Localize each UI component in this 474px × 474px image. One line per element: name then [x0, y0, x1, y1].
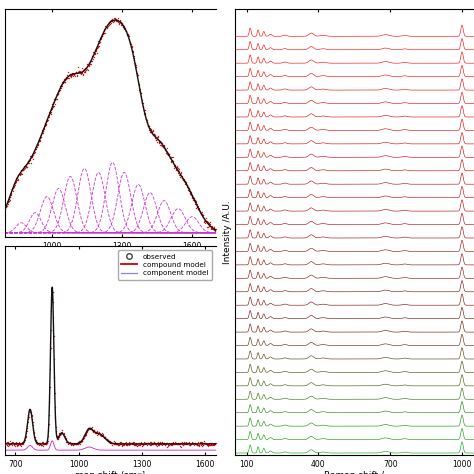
X-axis label: man shift /cm⁻¹: man shift /cm⁻¹ — [75, 470, 146, 474]
Y-axis label: Intensity /A.U.: Intensity /A.U. — [223, 201, 232, 264]
X-axis label: venumber /cm⁻¹: venumber /cm⁻¹ — [73, 252, 147, 261]
Legend: observed, compound model, component model: observed, compound model, component mode… — [118, 250, 212, 280]
X-axis label: Raman shift /: Raman shift / — [324, 470, 384, 474]
